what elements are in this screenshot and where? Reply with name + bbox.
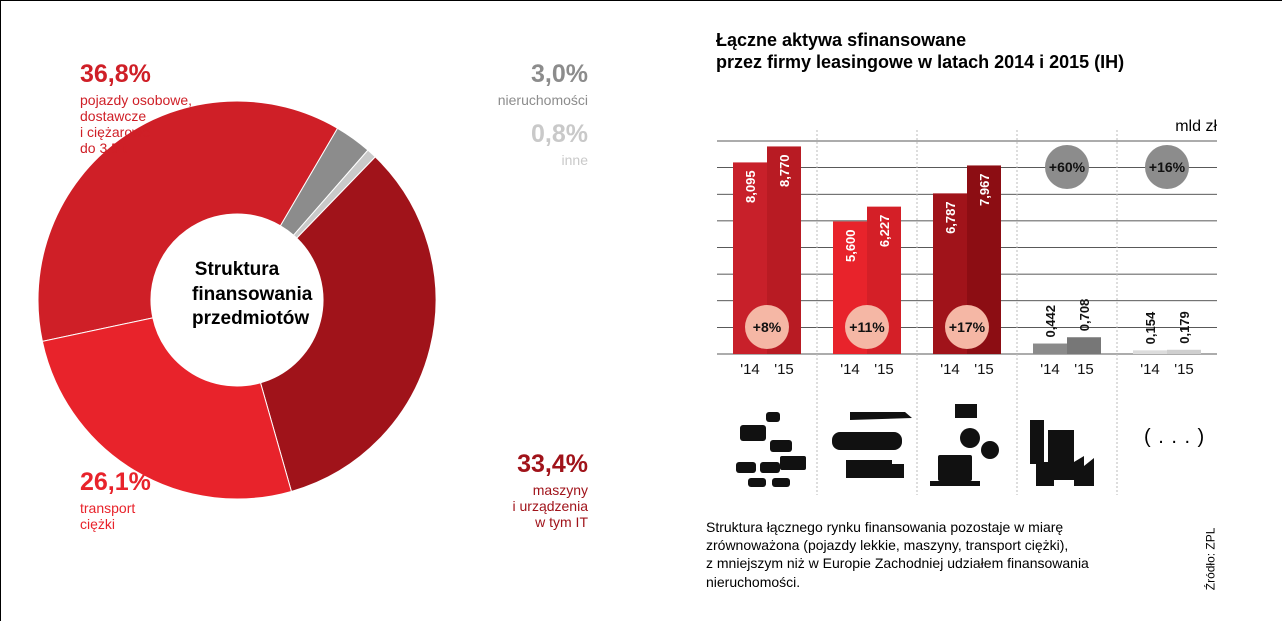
donut-center: Struktura finansowania przedmiotów (192, 258, 282, 332)
growth-label: +16% (1149, 159, 1186, 175)
bar-value-label: 8,095 (743, 170, 758, 203)
bar-title: Łączne aktywa sfinansowane przez firmy l… (716, 30, 1124, 73)
bar-value-label: 6,227 (877, 215, 892, 248)
unit-label: mld zł (1100, 118, 1217, 136)
slice-value-label: 3,0% (440, 62, 588, 87)
bar-value-label: 6,787 (943, 201, 958, 234)
x-tick-label: '14 (1040, 361, 1060, 378)
slice-category-label: transport ciężki (80, 500, 135, 532)
bar-value-label: 0,179 (1177, 311, 1192, 344)
x-tick-label: '14 (940, 361, 960, 378)
x-tick-label: '14 (740, 361, 760, 378)
x-tick-label: '15 (874, 361, 894, 378)
source: Źródło: ZPL (1204, 528, 1218, 591)
icons (736, 404, 1094, 487)
x-tick-label: '15 (974, 361, 994, 378)
x-tick-label: '14 (840, 361, 860, 378)
slice-category-label: pojazdy osobowe, dostawcze i ciężarowe d… (80, 92, 192, 156)
x-tick-label: '14 (1140, 361, 1160, 378)
bar-value-label: 0,154 (1143, 311, 1158, 344)
slice-value-label: 0,8% (440, 122, 588, 147)
bar-value-label: 0,708 (1077, 299, 1092, 332)
x-tick-label: '15 (1174, 361, 1194, 378)
growth-label: +8% (753, 319, 782, 335)
slice-value-label: 36,8% (80, 62, 151, 87)
growth-label: +11% (849, 319, 885, 335)
bar (1133, 350, 1167, 354)
slice-value-label: 26,1% (80, 470, 151, 495)
growth-label: +17% (949, 319, 986, 335)
bar-value-label: 0,442 (1043, 305, 1058, 338)
growth-label: +60% (1049, 159, 1086, 175)
slice-category-label: maszyny i urządzenia w tym IT (440, 482, 588, 530)
slice-value-label: 33,4% (440, 452, 588, 477)
infographic: 8,095 '14 5,600 '14 6,787 '14 0,442 '14 0,154 '14… (0, 0, 1282, 621)
slice-category-label: inne (440, 152, 588, 168)
bar-value-label: 7,967 (977, 173, 992, 206)
other-note: ( . . . ) (1144, 426, 1205, 449)
x-tick-label: '15 (774, 361, 794, 378)
bar-value-label: 8,770 (777, 154, 792, 187)
slice-category-label: nieruchomości (440, 92, 588, 108)
bar (1033, 344, 1067, 354)
bar-value-label: 5,600 (843, 229, 858, 262)
bar (1167, 350, 1201, 354)
x-tick-label: '15 (1074, 361, 1094, 378)
note: Struktura łącznego rynku finansowania po… (706, 518, 1089, 591)
bar (1067, 337, 1101, 354)
